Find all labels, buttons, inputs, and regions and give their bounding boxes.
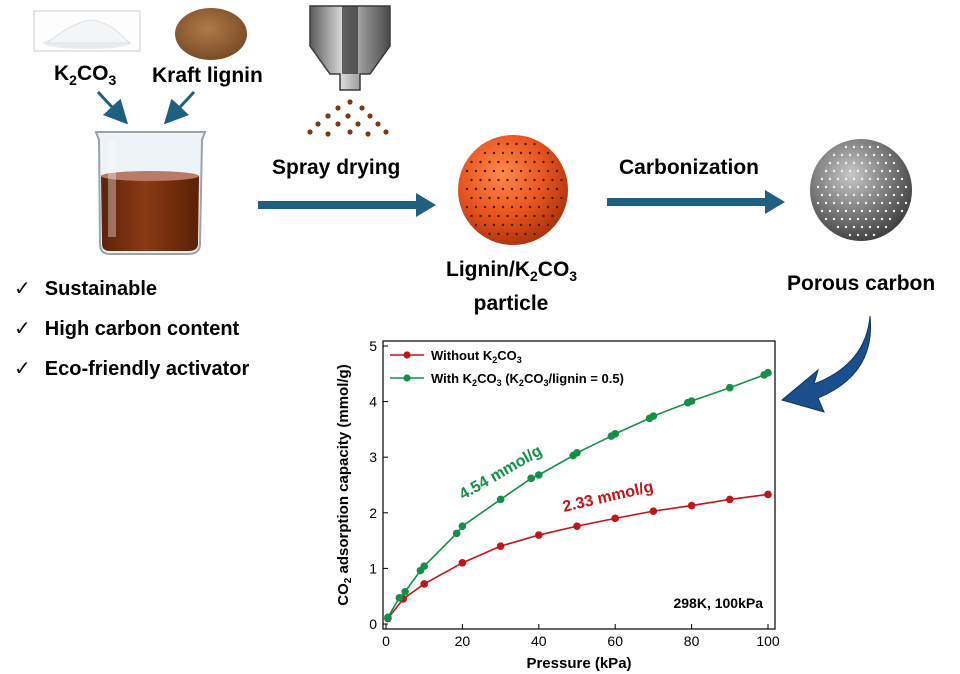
legend: Without K2CO3 With K2CO3 (K2CO3/lignin =… — [390, 348, 624, 388]
series-line-0 — [387, 493, 769, 619]
legend-label-without: Without K2CO3 — [431, 348, 522, 365]
data-point — [649, 412, 658, 420]
data-point — [687, 501, 696, 510]
data-point — [764, 490, 772, 499]
data-point — [420, 562, 428, 570]
y-tick-label: 3 — [369, 449, 377, 465]
data-point — [452, 529, 461, 538]
x-tick-label: 80 — [684, 633, 700, 649]
x-tick-label: 0 — [382, 633, 390, 649]
data-point — [395, 594, 404, 602]
data-point — [458, 559, 467, 567]
x-tick-label: 100 — [756, 633, 780, 649]
x-axis-label: Pressure (kPa) — [526, 655, 631, 672]
porous-carbon-icon — [810, 139, 912, 241]
y-tick-label: 1 — [369, 560, 377, 576]
feature-item-high-carbon: ✓ High carbon content — [14, 318, 240, 340]
data-point — [535, 471, 543, 479]
green-annotation: 4.54 mmol/g — [457, 442, 546, 503]
data-point — [401, 587, 409, 596]
data-point — [611, 430, 619, 438]
data-point — [764, 368, 772, 377]
x-tick-label: 20 — [455, 633, 471, 649]
data-point — [573, 448, 581, 457]
data-point — [527, 474, 535, 483]
data-point — [726, 383, 734, 392]
porous-carbon-label: Porous carbon — [787, 272, 936, 295]
feature-list: ✓ Sustainable ✓ High carbon content ✓ Eco-f… — [14, 276, 249, 396]
data-point — [384, 613, 392, 622]
particle-label: Lignin/K2CO3 particle — [446, 258, 578, 316]
red-annotation: 2.33 mmol/g — [561, 479, 655, 516]
kraft-lignin-label: Kraft lignin — [152, 64, 263, 87]
y-tick-label: 0 — [369, 616, 377, 632]
carbonization-arrow — [607, 190, 785, 214]
k2co3-powder-image — [33, 10, 141, 52]
spray-drying-label: Spray drying — [272, 156, 401, 179]
y-tick-label: 5 — [369, 338, 377, 354]
k2co3-arrow — [96, 90, 129, 125]
data-point — [649, 507, 658, 515]
y-tick-label: 2 — [369, 505, 377, 521]
x-tick-label: 60 — [607, 633, 623, 649]
carbonization-label: Carbonization — [619, 156, 759, 179]
data-point — [573, 522, 581, 530]
y-axis-label: CO2 adsorption capacity (mmol/g) — [335, 364, 354, 605]
beaker-icon — [94, 131, 207, 255]
data-point — [496, 495, 505, 504]
k2co3-label: K2CO3 — [54, 62, 117, 89]
co2-adsorption-chart: 0 20 40 60 80 100 0 1 2 3 4 5 Pressure (kPa) CO2 ad… — [335, 338, 780, 672]
data-point — [726, 495, 734, 504]
lignin-k2co3-particle-icon — [458, 135, 568, 245]
data-point — [496, 542, 505, 550]
kraft-lignin-powder-image — [175, 8, 247, 60]
feature-item-eco-friendly: ✓ Eco-friendly activator — [14, 358, 250, 380]
x-tick-label: 40 — [531, 633, 547, 649]
curved-arrow-icon — [780, 315, 872, 413]
spray-drying-arrow — [258, 193, 436, 217]
lignin-arrow — [163, 90, 196, 125]
data-point — [458, 522, 467, 530]
y-tick-label: 4 — [369, 394, 377, 410]
data-point — [535, 531, 543, 539]
data-point — [611, 514, 619, 523]
data-point — [420, 580, 428, 588]
plot-frame — [382, 340, 776, 630]
legend-label-with: With K2CO3 (K2CO3/lignin = 0.5) — [431, 371, 624, 388]
condition-note: 298K, 100kPa — [673, 595, 763, 611]
feature-item-sustainable: ✓ Sustainable — [14, 278, 158, 300]
feed-arrows — [96, 90, 196, 125]
spray-nozzle-icon — [307, 5, 391, 137]
data-point — [687, 397, 696, 405]
